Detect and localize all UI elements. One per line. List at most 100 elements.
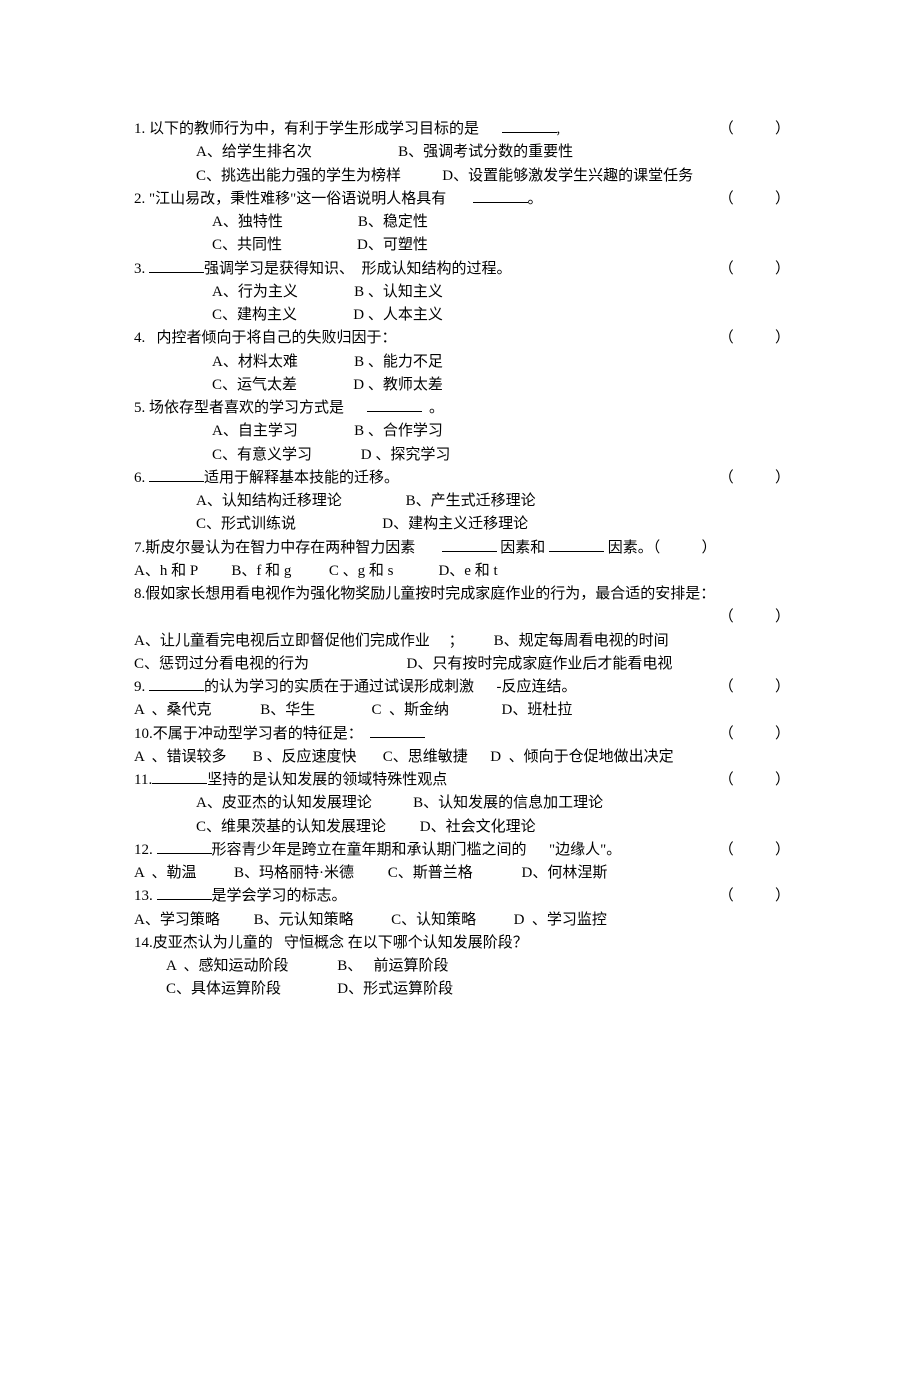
question-number: 3. <box>134 258 149 281</box>
question-number: 8. <box>134 583 145 606</box>
option-line: A、自主学习 B 、合作学习 <box>134 420 790 443</box>
question-number: 4. <box>134 327 157 350</box>
option-line: A、给学生排名次 B、强调考试分数的重要性 <box>134 141 790 164</box>
question-number: 9. <box>134 676 149 699</box>
question-12: 12. 形容青少年是跨立在童年期和承认期门槛之间的 "边缘人"。 （ ）A 、勒温… <box>134 839 790 886</box>
question-stem-row: 14.皮亚杰认为儿童的 守恒概念 在以下哪个认知发展阶段？ <box>134 932 790 955</box>
question-stem-row: 10.不属于冲动型学习者的特征是： （ ） <box>134 723 790 746</box>
answer-paren-row: （ ） <box>134 606 790 629</box>
question-11: 11.坚持的是认知发展的领域特殊性观点 （ ）A、皮亚杰的认知发展理论 B、认知发… <box>134 769 790 839</box>
blank-line <box>367 398 422 413</box>
option-line: C、具体运算阶段 D、形式运算阶段 <box>134 978 790 1001</box>
blank-line <box>157 886 212 901</box>
question-stem: 强调学习是获得知识、 形成认知结构的过程。 <box>149 258 512 281</box>
option-line: A、让儿童看完电视后立即督促他们完成作业 ； B、规定每周看电视的时间 <box>134 630 790 653</box>
answer-paren: （ ） <box>719 839 790 862</box>
question-number: 7. <box>134 537 145 560</box>
question-stem: 斯皮尔曼认为在智力中存在两种智力因素 因素和 因素。（ ） <box>145 537 716 560</box>
question-stem: 以下的教师行为中，有利于学生形成学习目标的是 , <box>149 118 560 141</box>
question-stem: 不属于冲动型学习者的特征是： <box>153 723 426 746</box>
question-number: 12. <box>134 839 157 862</box>
question-7: 7.斯皮尔曼认为在智力中存在两种智力因素 因素和 因素。（ ）A、h 和 P B… <box>134 537 790 584</box>
option-line: A 、勒温 B、玛格丽特·米德 C、斯普兰格 D、何林涅斯 <box>134 862 790 885</box>
question-4: 4. 内控者倾向于将自己的失败归因于： （ ）A、材料太难 B 、能力不足C、运气… <box>134 327 790 397</box>
option-line: C、建构主义 D 、人本主义 <box>134 304 790 327</box>
option-line: C、有意义学习 D 、探究学习 <box>134 444 790 467</box>
question-stem-row: 1. 以下的教师行为中，有利于学生形成学习目标的是 , （ ） <box>134 118 790 141</box>
blank-line <box>149 677 204 692</box>
question-number: 1. <box>134 118 149 141</box>
question-stem-row: 8.假如家长想用看电视作为强化物奖励儿童按时完成家庭作业的行为，最合适的安排是： <box>134 583 790 606</box>
question-stem: 的认为学习的实质在于通过试误形成刺激 -反应连结。 <box>149 676 577 699</box>
question-stem-row: 12. 形容青少年是跨立在童年期和承认期门槛之间的 "边缘人"。 （ ） <box>134 839 790 862</box>
answer-paren: （ ） <box>719 467 790 490</box>
question-stem: 形容青少年是跨立在童年期和承认期门槛之间的 "边缘人"。 <box>157 839 622 862</box>
answer-paren: （ ） <box>719 258 790 281</box>
question-stem-row: 3. 强调学习是获得知识、 形成认知结构的过程。 （ ） <box>134 258 790 281</box>
option-line: A、材料太难 B 、能力不足 <box>134 351 790 374</box>
question-stem-row: 5. 场依存型者喜欢的学习方式是 。 <box>134 397 790 420</box>
question-2: 2. "江山易改，秉性难移"这一俗语说明人格具有 。 （ ）A、独特性 B、稳定性… <box>134 188 790 258</box>
blank-line <box>149 258 204 273</box>
question-stem-row: 6. 适用于解释基本技能的迁移。 （ ） <box>134 467 790 490</box>
question-number: 10. <box>134 723 153 746</box>
question-number: 14. <box>134 932 153 955</box>
question-8: 8.假如家长想用看电视作为强化物奖励儿童按时完成家庭作业的行为，最合适的安排是：… <box>134 583 790 676</box>
blank-line <box>157 839 212 854</box>
exam-page: 1. 以下的教师行为中，有利于学生形成学习目标的是 ,（ ）A、给学生排名次 B… <box>134 118 790 1002</box>
answer-paren: （ ） <box>719 676 790 699</box>
option-line: A、h 和 P B、f 和 g C 、g 和 s D、e 和 t <box>134 560 790 583</box>
blank-line <box>149 467 204 482</box>
question-stem: 内控者倾向于将自己的失败归因于： <box>157 327 397 350</box>
question-stem: 场依存型者喜欢的学习方式是 。 <box>149 397 444 420</box>
question-5: 5. 场依存型者喜欢的学习方式是 。A、自主学习 B 、合作学习C、有意义学习 … <box>134 397 790 467</box>
option-line: C、维果茨基的认知发展理论 D、社会文化理论 <box>134 816 790 839</box>
question-13: 13. 是学会学习的标志。 （ ）A、学习策略 B、元认知策略 C、认知策略 D … <box>134 885 790 932</box>
question-10: 10.不属于冲动型学习者的特征是： （ ）A 、错误较多 B 、反应速度快 C、… <box>134 723 790 770</box>
option-line: A、皮亚杰的认知发展理论 B、认知发展的信息加工理论 <box>134 792 790 815</box>
question-number: 2. <box>134 188 149 211</box>
answer-paren: （ ） <box>719 885 790 908</box>
question-stem-row: 13. 是学会学习的标志。 （ ） <box>134 885 790 908</box>
option-line: A 、桑代克 B、华生 C 、斯金纳 D、班杜拉 <box>134 699 790 722</box>
question-14: 14.皮亚杰认为儿童的 守恒概念 在以下哪个认知发展阶段？A 、感知运动阶段 B… <box>134 932 790 1002</box>
blank-line <box>442 537 497 552</box>
question-6: 6. 适用于解释基本技能的迁移。 （ ）A、认知结构迁移理论 B、产生式迁移理论C… <box>134 467 790 537</box>
option-line: C、形式训练说 D、建构主义迁移理论 <box>134 513 790 536</box>
option-line: C、运气太差 D 、教师太差 <box>134 374 790 397</box>
question-9: 9. 的认为学习的实质在于通过试误形成刺激 -反应连结。 （ ）A 、桑代克 B、… <box>134 676 790 723</box>
answer-paren: （ ） <box>719 188 790 211</box>
blank-line <box>152 770 207 785</box>
question-stem-row: 11.坚持的是认知发展的领域特殊性观点 （ ） <box>134 769 790 792</box>
option-line: A、学习策略 B、元认知策略 C、认知策略 D 、学习监控 <box>134 909 790 932</box>
question-stem: 皮亚杰认为儿童的 守恒概念 在以下哪个认知发展阶段？ <box>153 932 528 955</box>
question-stem: 假如家长想用看电视作为强化物奖励儿童按时完成家庭作业的行为，最合适的安排是： <box>145 583 715 606</box>
question-stem: 坚持的是认知发展的领域特殊性观点 <box>152 769 447 792</box>
option-line: A、独特性 B、稳定性 <box>134 211 790 234</box>
option-line: A、认知结构迁移理论 B、产生式迁移理论 <box>134 490 790 513</box>
question-number: 13. <box>134 885 157 908</box>
blank-line <box>370 723 425 738</box>
question-stem-row: 7.斯皮尔曼认为在智力中存在两种智力因素 因素和 因素。（ ） <box>134 537 790 560</box>
question-stem: 是学会学习的标志。 <box>157 885 347 908</box>
question-number: 11. <box>134 769 152 792</box>
answer-paren: （ ） <box>719 769 790 792</box>
answer-paren: （ ） <box>719 606 790 629</box>
blank-line <box>473 188 528 203</box>
option-line: C、共同性 D、可塑性 <box>134 234 790 257</box>
question-1: 1. 以下的教师行为中，有利于学生形成学习目标的是 , （ ）A、给学生排名次 B… <box>134 118 790 188</box>
answer-paren: （ ） <box>719 723 790 746</box>
question-3: 3. 强调学习是获得知识、 形成认知结构的过程。（ ）A、行为主义 B 、认知主… <box>134 258 790 328</box>
blank-line <box>549 537 604 552</box>
question-stem-row: 9. 的认为学习的实质在于通过试误形成刺激 -反应连结。 （ ） <box>134 676 790 699</box>
option-line: C、惩罚过分看电视的行为 D、只有按时完成家庭作业后才能看电视 <box>134 653 790 676</box>
question-stem: 适用于解释基本技能的迁移。 <box>149 467 399 490</box>
question-number: 5. <box>134 397 149 420</box>
answer-paren: （ ） <box>719 327 790 350</box>
question-number: 6. <box>134 467 149 490</box>
answer-paren: （ ） <box>719 118 790 141</box>
option-line: A 、错误较多 B 、反应速度快 C、思维敏捷 D 、倾向于仓促地做出决定 <box>134 746 790 769</box>
question-stem: "江山易改，秉性难移"这一俗语说明人格具有 。 <box>149 188 543 211</box>
question-stem-row: 4. 内控者倾向于将自己的失败归因于： （ ） <box>134 327 790 350</box>
question-stem-row: 2. "江山易改，秉性难移"这一俗语说明人格具有 。 （ ） <box>134 188 790 211</box>
